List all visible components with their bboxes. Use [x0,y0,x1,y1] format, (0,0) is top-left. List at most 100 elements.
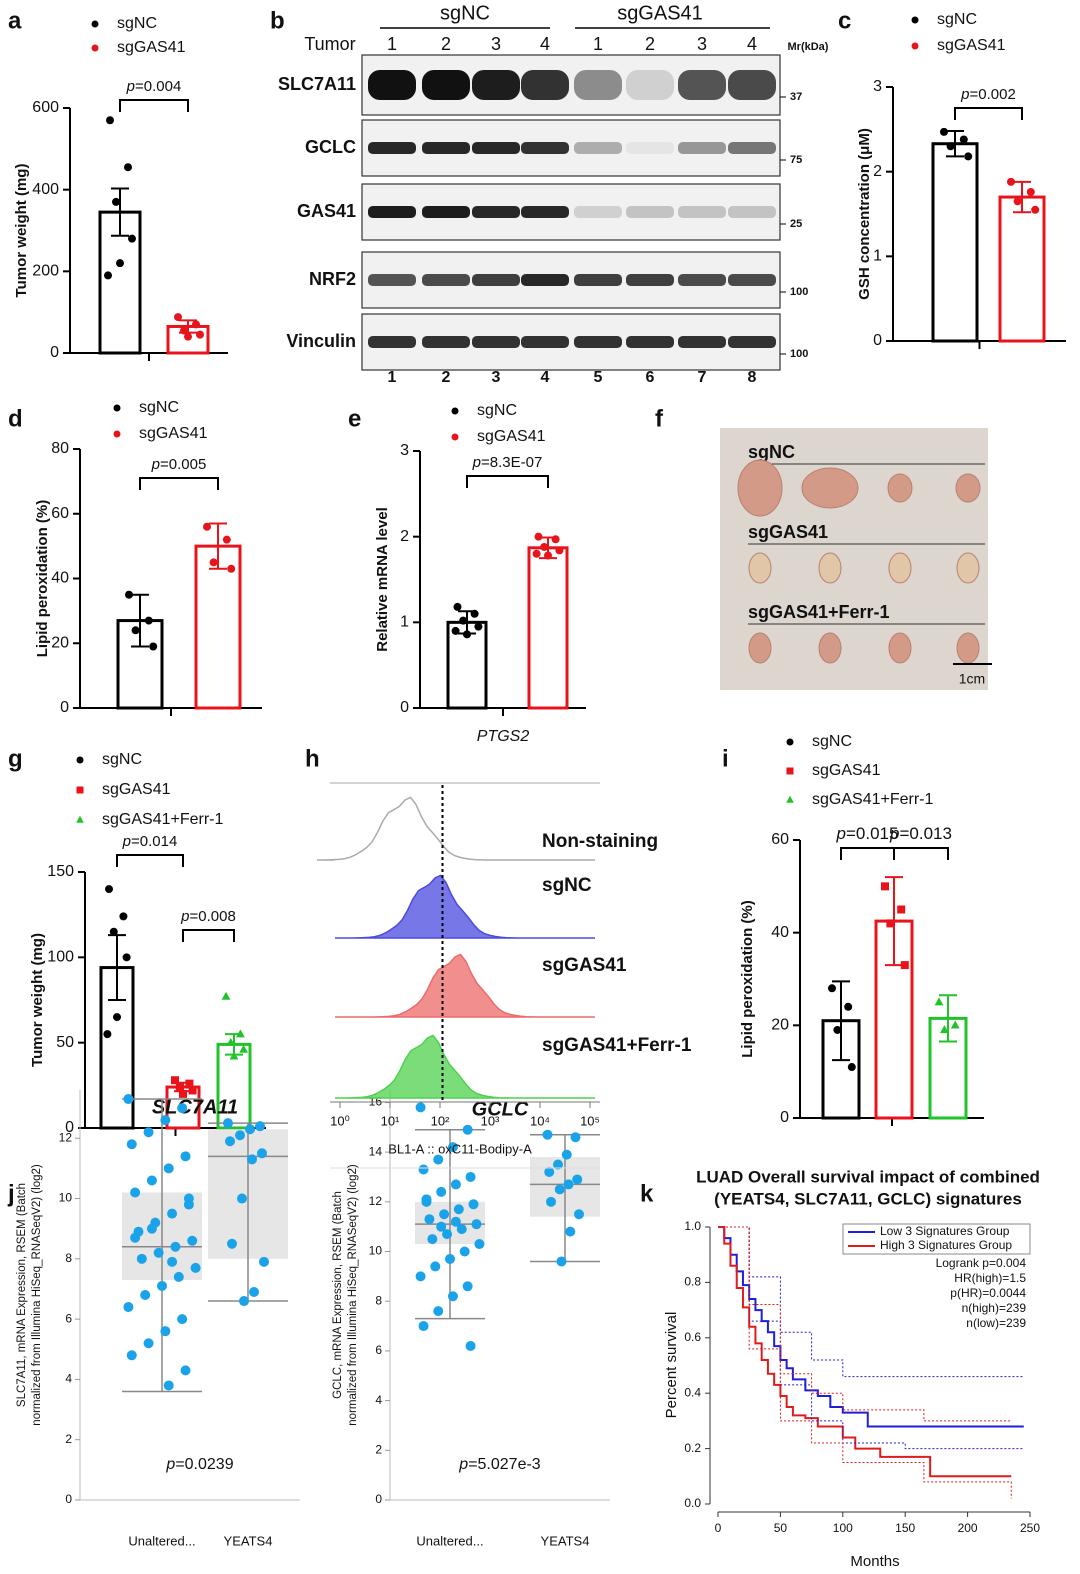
data-point [833,1025,842,1034]
data-point [223,1118,233,1129]
data-point [1007,177,1015,186]
data-point [418,1321,429,1332]
data-point [465,1340,476,1351]
x-tick-label: 10² [431,1113,450,1128]
band [626,336,674,348]
protein-label: SLC7A11 [278,74,356,94]
data-point [245,1124,255,1135]
lane-number: 4 [541,369,550,386]
statistic: Logrank p=0.004 [936,1256,1027,1270]
data-point [534,532,543,541]
data-point [179,1089,187,1098]
y-tick-label: 0 [400,699,409,716]
data-point [119,912,128,921]
x-tick-label: Unaltered... [416,1533,483,1548]
bar [931,142,979,343]
data-point [227,1238,237,1249]
data-point [544,1167,555,1177]
data-point [450,1216,461,1227]
x-axis-label: PTGS2 [477,728,530,745]
band [678,274,726,286]
y-tick-label: 2 [65,1432,72,1446]
italic-letter: p [122,833,131,850]
x-tick-label: 50 [774,1521,788,1535]
data-point [123,1302,134,1313]
data-point [173,1271,184,1282]
legend-label: sgGAS41 [477,428,546,445]
data-point [436,1186,447,1197]
p-value: p=0.014 [122,833,178,850]
y-tick-label: 1.0 [684,1219,701,1233]
legend-label: sgNC [812,733,852,750]
data-point [418,1164,429,1175]
data-point [229,1051,239,1060]
data-point [844,1002,853,1011]
p-value: p=0.002 [960,86,1016,103]
data-point [180,1151,191,1162]
legend-marker [451,433,459,441]
y-tick-label: 40 [771,924,789,941]
x-axis-label: BL1-A :: oxC11-Bodipy-A [388,1141,532,1156]
data-point [555,546,564,555]
lane-number: 7 [698,369,707,386]
band [574,206,622,218]
band [472,142,520,154]
data-point [572,1174,583,1185]
data-point [112,197,120,206]
data-point [167,1256,178,1267]
y-tick-label: 0.6 [684,1330,701,1344]
data-point [247,1154,257,1165]
chart-title: SLC7A11 [152,1096,238,1118]
panel-letter: i [722,745,729,772]
data-point [235,1130,245,1141]
y-axis-label: Lipid peroxidation (%) [739,900,756,1058]
whisker [122,1098,202,1393]
y-axis-label: SLC7A11, mRNA Expression, RSEM (Batch [16,1183,28,1407]
band [626,70,674,100]
data-point [465,1171,476,1182]
chart-title: LUAD Overall survival impact of combined [696,1167,1040,1186]
legend-marker [451,407,459,415]
lane-number: 1 [388,369,397,386]
italic-letter: p [126,78,135,95]
y-axis-label: Tumor weight (mg) [13,164,30,298]
data-point [130,1187,141,1198]
data-point [130,1232,141,1243]
y-tick-label: 3 [873,78,882,95]
error-bar [131,593,149,648]
data-point [471,1219,482,1230]
data-point [459,1246,470,1257]
text-rest: =0.005 [160,456,206,473]
data-point [468,1199,479,1210]
y-tick-label: 1 [873,248,882,265]
mw-marker: 75 [790,154,802,166]
x-axis-label: Months [850,1553,899,1570]
lane-number: 5 [594,369,603,386]
lane-label: 2 [441,34,451,54]
data-point [940,127,948,136]
sample-label: sgGAS41+Ferr-1 [542,1035,692,1056]
data-point [237,1193,247,1204]
panel-letter: k [640,1180,654,1207]
data-point [828,984,836,993]
data-point [163,1163,174,1174]
x-tick-label: 10¹ [381,1113,400,1128]
data-point [144,616,153,625]
y-tick-label: 0 [65,1492,72,1506]
italic-letter: p [960,86,969,103]
histogram [334,874,596,939]
data-point [415,1271,426,1282]
error-bar [832,980,850,1062]
data-point [190,1262,201,1273]
band [422,206,470,218]
legend-label: sgNC [477,402,517,419]
y-tick-label: 0.0 [684,1496,701,1510]
band [728,206,776,218]
data-point [897,905,906,914]
lane-label: 4 [747,34,757,54]
data-point [180,326,188,335]
y-tick-label: 20 [51,634,69,651]
data-point [255,1121,265,1132]
panel-letter: g [8,745,23,772]
protein-label: GCLC [305,137,356,157]
